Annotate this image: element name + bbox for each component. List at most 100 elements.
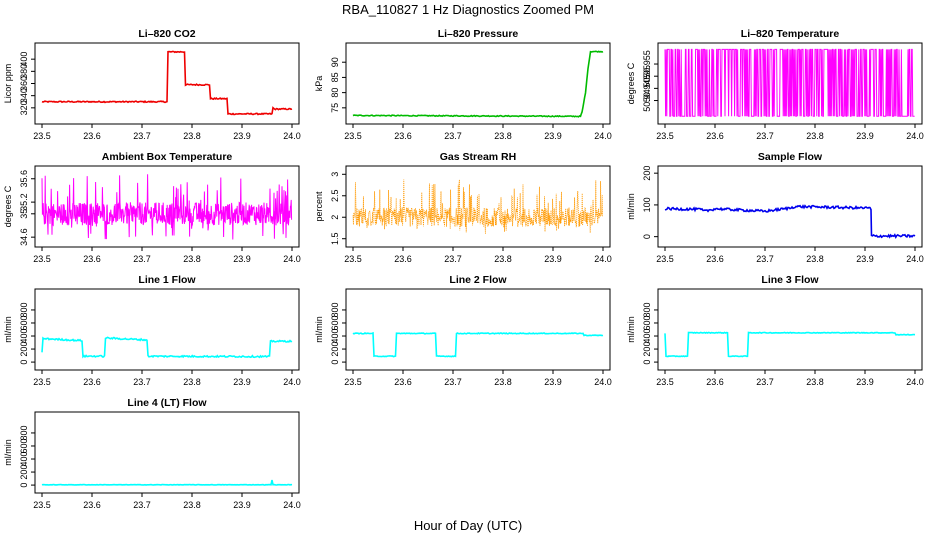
data-series bbox=[41, 336, 293, 359]
y-tick-label: 360 bbox=[19, 76, 29, 91]
x-tick-label: 23.5 bbox=[656, 377, 674, 387]
series-line bbox=[664, 331, 916, 358]
y-tick-label: 200 bbox=[330, 342, 340, 357]
y-axis-label: Licor ppm bbox=[3, 64, 13, 104]
x-tick-label: 23.5 bbox=[656, 254, 674, 264]
panel-7: Line 1 Flow ml/min 23.5 23.6 23.7 23.8 23.9 24.… bbox=[3, 274, 301, 387]
series-line bbox=[41, 336, 293, 359]
x-tick-label: 23.9 bbox=[544, 254, 562, 264]
x-tick-label: 24.0 bbox=[283, 131, 301, 141]
x-tick-label: 23.6 bbox=[394, 254, 412, 264]
panel-title: Li–820 Pressure bbox=[438, 28, 519, 40]
y-tick-label: 200 bbox=[19, 342, 29, 357]
y-tick-label: 320 bbox=[19, 100, 29, 115]
x-tick-label: 23.8 bbox=[183, 500, 201, 510]
y-axis-label: ml/min bbox=[3, 316, 13, 343]
data-series bbox=[41, 174, 293, 240]
x-tick-label: 23.6 bbox=[706, 131, 724, 141]
y-tick-label: 35.2 bbox=[19, 193, 29, 211]
y-axis-label: ml/min bbox=[626, 193, 636, 220]
x-tick-label: 23.8 bbox=[806, 377, 824, 387]
y-axis-label: degrees C bbox=[3, 185, 13, 227]
y-axis-label: ml/min bbox=[3, 439, 13, 466]
y-tick-label: 400 bbox=[642, 329, 652, 344]
panel-9: Line 3 Flow ml/min 23.5 23.6 23.7 23.8 23.9 24.… bbox=[626, 274, 924, 387]
y-tick-label: 400 bbox=[19, 52, 29, 67]
x-tick-label: 24.0 bbox=[906, 377, 924, 387]
x-tick-label: 23.8 bbox=[183, 377, 201, 387]
y-tick-label: 1.5 bbox=[330, 232, 340, 245]
y-tick-label: 800 bbox=[642, 302, 652, 317]
y-tick-label: 380 bbox=[19, 64, 29, 79]
y-tick-label: 50.94 bbox=[642, 89, 652, 112]
x-tick-label: 23.6 bbox=[83, 254, 101, 264]
panel-title: Li–820 Temperature bbox=[741, 28, 840, 40]
plot-frame bbox=[34, 288, 300, 371]
y-tick-label: 400 bbox=[330, 329, 340, 344]
plot-frame bbox=[657, 42, 923, 125]
panel-title: Ambient Box Temperature bbox=[102, 151, 233, 163]
y-tick-label: 600 bbox=[330, 315, 340, 330]
y-tick-label: 34.6 bbox=[19, 228, 29, 246]
x-tick-label: 23.9 bbox=[233, 254, 251, 264]
y-tick-label: 50.95 bbox=[642, 65, 652, 88]
panel-3: Li–820 Temperature degrees C 23.5 23.6 23.7 2… bbox=[626, 28, 924, 141]
y-tick-label: 0 bbox=[330, 360, 340, 365]
y-tick-label: 200 bbox=[642, 342, 652, 357]
y-tick-label: 3 bbox=[330, 172, 340, 177]
y-tick-label: 800 bbox=[19, 425, 29, 440]
plot-frame bbox=[345, 42, 611, 125]
y-tick-label: 600 bbox=[19, 315, 29, 330]
panel-title: Line 1 Flow bbox=[138, 274, 196, 286]
x-tick-label: 24.0 bbox=[283, 377, 301, 387]
panel-10: Line 4 (LT) Flow ml/min 23.5 23.6 23.7 23.8 23… bbox=[3, 397, 301, 510]
series-line bbox=[664, 204, 916, 239]
x-tick-label: 24.0 bbox=[906, 131, 924, 141]
plot-frame bbox=[34, 411, 300, 494]
panel-1: Li–820 CO2 Licor ppm 23.5 23.6 23.7 23.8 23.9 2… bbox=[3, 28, 301, 141]
x-tick-label: 23.7 bbox=[444, 131, 462, 141]
y-axis-label: percent bbox=[314, 191, 324, 222]
x-axis-title: Hour of Day (UTC) bbox=[413, 518, 523, 533]
x-tick-label: 23.5 bbox=[33, 377, 51, 387]
y-tick-label: 80 bbox=[330, 88, 340, 98]
x-tick-label: 24.0 bbox=[594, 377, 612, 387]
series-line bbox=[41, 479, 293, 486]
panel-title: Line 3 Flow bbox=[761, 274, 819, 286]
x-tick-label: 23.9 bbox=[856, 377, 874, 387]
x-tick-label: 23.8 bbox=[806, 254, 824, 264]
x-tick-label: 23.9 bbox=[856, 131, 874, 141]
series-line bbox=[41, 50, 293, 116]
y-tick-label: 0 bbox=[19, 483, 29, 488]
data-series bbox=[664, 331, 916, 358]
x-tick-label: 23.6 bbox=[706, 377, 724, 387]
x-tick-label: 23.5 bbox=[33, 500, 51, 510]
y-tick-label: 0 bbox=[19, 360, 29, 365]
panel-5: Gas Stream RH percent 23.5 23.6 23.7 23.8 23.9… bbox=[314, 151, 612, 264]
data-series bbox=[352, 331, 604, 358]
x-tick-label: 23.7 bbox=[756, 377, 774, 387]
y-tick-label: 600 bbox=[19, 438, 29, 453]
plot-frame bbox=[345, 288, 611, 371]
x-tick-label: 24.0 bbox=[283, 254, 301, 264]
data-series bbox=[352, 50, 604, 118]
data-series bbox=[352, 179, 603, 235]
x-tick-label: 23.6 bbox=[706, 254, 724, 264]
y-tick-label: 200 bbox=[642, 166, 652, 181]
y-axis-label: degrees C bbox=[626, 62, 636, 104]
panel-8: Line 2 Flow ml/min 23.5 23.6 23.7 23.8 23.9 24.… bbox=[314, 274, 612, 387]
x-tick-label: 24.0 bbox=[906, 254, 924, 264]
y-tick-label: 50.955 bbox=[642, 50, 652, 78]
y-tick-label: 90 bbox=[330, 57, 340, 67]
x-tick-label: 23.7 bbox=[444, 254, 462, 264]
x-tick-label: 23.8 bbox=[183, 131, 201, 141]
panel-title: Sample Flow bbox=[758, 151, 823, 163]
panel-title: Line 2 Flow bbox=[449, 274, 507, 286]
y-axis-label: ml/min bbox=[314, 316, 324, 343]
x-tick-label: 24.0 bbox=[594, 131, 612, 141]
x-tick-label: 23.7 bbox=[133, 254, 151, 264]
y-tick-label: 0 bbox=[642, 234, 652, 239]
y-tick-label: 85 bbox=[330, 72, 340, 82]
y-tick-label: 35 bbox=[19, 209, 29, 219]
x-tick-label: 23.9 bbox=[233, 131, 251, 141]
